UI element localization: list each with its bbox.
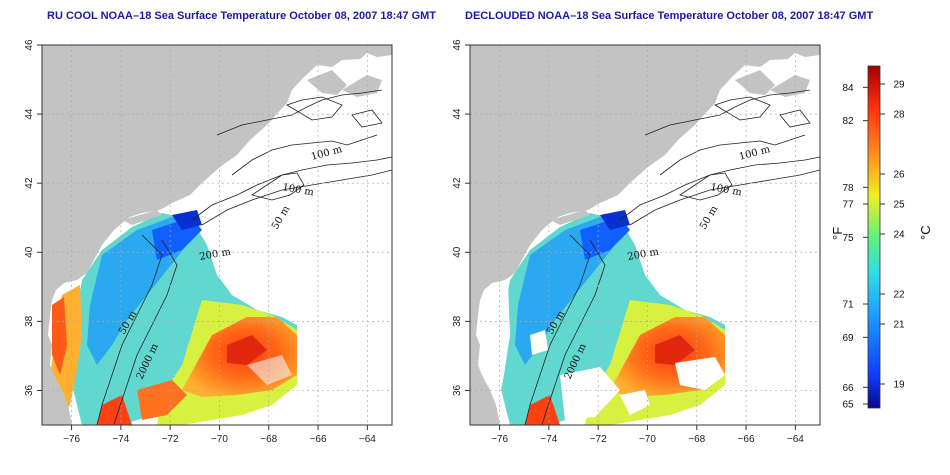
lon-tick-label: −64 (359, 434, 376, 445)
colorbar-gradient (867, 65, 881, 409)
right-map-panel: 100 m 100 m 50 m 200 m 50 m 2000 m (469, 44, 821, 426)
fahrenheit-tick-label: 71 (842, 300, 854, 311)
lon-tick-label: −66 (310, 434, 327, 445)
fahrenheit-tick-label: 78 (842, 183, 854, 194)
lat-tick-label: 38 (452, 315, 463, 327)
colorbar: 84 82 78 77 75 71 69 66 65 29 28 26 25 24 22 21 19 °F °… (830, 65, 933, 411)
right-sst-field (475, 210, 725, 425)
lon-tick-label: −76 (491, 434, 508, 445)
lat-tick-label: 44 (452, 108, 463, 120)
lat-tick-label: 46 (24, 39, 35, 51)
fahrenheit-tick-label: 66 (842, 383, 854, 394)
celsius-tick-label: 19 (893, 380, 905, 391)
celsius-tick-label: 25 (893, 200, 905, 211)
lat-tick-label: 42 (452, 177, 463, 189)
celsius-tick-label: 24 (893, 230, 905, 241)
right-bathymetry-contours (524, 89, 821, 426)
fahrenheit-tick-label: 75 (842, 233, 854, 244)
lat-tick-label: 44 (24, 108, 35, 120)
left-bathymetry-contours (96, 89, 393, 426)
celsius-unit-label: °C (918, 225, 933, 240)
left-panel-title: RU COOL NOAA–18 Sea Surface Temperature … (47, 10, 437, 22)
fahrenheit-unit-label: °F (830, 227, 845, 240)
lon-tick-label: −70 (639, 434, 656, 445)
left-axes: −76 −74 −72 −70 −68 −66 −64 36 38 40 42 44 46 (24, 39, 376, 445)
celsius-tick-label: 21 (893, 320, 905, 331)
right-axes: −76 −74 −72 −70 −68 −66 −64 36 38 40 42 44 46 (452, 39, 804, 445)
celsius-tick-label: 22 (893, 290, 905, 301)
fahrenheit-tick-label: 65 (842, 400, 854, 411)
fahrenheit-tick-label: 84 (842, 83, 854, 94)
lat-tick-label: 46 (452, 39, 463, 51)
lon-tick-label: −76 (63, 434, 80, 445)
left-map-panel: 100 m 100 m 50 m 200 m 50 m 2000 m (41, 44, 393, 426)
lon-tick-label: −64 (787, 434, 804, 445)
lon-tick-label: −72 (590, 434, 607, 445)
colorbar-fahrenheit-ticks: 84 82 78 77 75 71 69 66 65 (842, 83, 868, 411)
lon-tick-label: −74 (540, 434, 557, 445)
right-map-frame (469, 44, 821, 426)
lon-tick-label: −70 (211, 434, 228, 445)
fahrenheit-tick-label: 69 (842, 333, 854, 344)
right-panel-title: DECLOUDED NOAA–18 Sea Surface Temperatur… (465, 10, 874, 22)
lat-tick-label: 40 (24, 246, 35, 258)
lat-tick-label: 36 (24, 384, 35, 396)
lat-tick-label: 42 (24, 177, 35, 189)
lat-tick-label: 40 (452, 246, 463, 258)
lon-tick-label: −74 (112, 434, 129, 445)
lon-tick-label: −72 (162, 434, 179, 445)
left-sst-field (47, 210, 297, 425)
celsius-tick-label: 29 (893, 80, 905, 91)
lon-tick-label: −66 (738, 434, 755, 445)
left-map-frame (41, 44, 393, 426)
lat-tick-label: 36 (452, 384, 463, 396)
colorbar-celsius-ticks: 29 28 26 25 24 22 21 19 (880, 80, 905, 391)
celsius-tick-label: 28 (893, 110, 905, 121)
left-grid (42, 44, 392, 425)
lon-tick-label: −68 (688, 434, 705, 445)
lon-tick-label: −68 (260, 434, 277, 445)
fahrenheit-tick-label: 77 (842, 200, 854, 211)
lat-tick-label: 38 (24, 315, 35, 327)
fahrenheit-tick-label: 82 (842, 116, 854, 127)
celsius-tick-label: 26 (893, 170, 905, 181)
